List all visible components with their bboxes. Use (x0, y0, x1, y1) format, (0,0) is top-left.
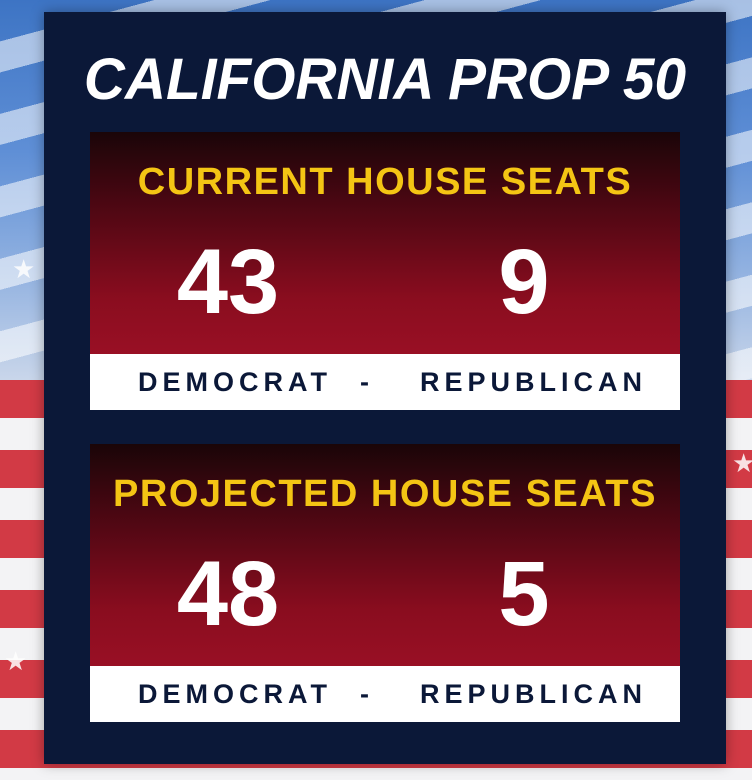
page-title: CALIFORNIA PROP 50 (83, 47, 687, 112)
current-republican-seats: 9 (498, 231, 550, 333)
projected-democrat-seats: 48 (176, 543, 280, 645)
projected-seats-card: PROJECTED HOUSE SEATS 48 5 DEMOCRAT - RE… (90, 444, 680, 722)
projected-seats-heading: PROJECTED HOUSE SEATS (113, 473, 657, 515)
current-seats-card: CURRENT HOUSE SEATS 43 9 DEMOCRAT - REPU… (90, 132, 680, 410)
party-separator: - (360, 679, 369, 709)
republican-label: REPUBLICAN (420, 679, 648, 709)
democrat-label: DEMOCRAT (138, 367, 332, 397)
infographic-panel: CALIFORNIA PROP 50 CURRENT HOUSE SEATS 4… (44, 12, 726, 764)
current-party-bar: DEMOCRAT - REPUBLICAN (90, 354, 680, 410)
party-separator: - (360, 367, 369, 397)
star-icon: ★ (12, 254, 36, 284)
current-seats-heading: CURRENT HOUSE SEATS (137, 161, 633, 203)
democrat-label: DEMOCRAT (138, 679, 332, 709)
star-icon: ★ (4, 646, 28, 676)
projected-party-bar: DEMOCRAT - REPUBLICAN (90, 666, 680, 722)
current-democrat-seats: 43 (176, 231, 280, 333)
projected-republican-seats: 5 (498, 543, 550, 645)
republican-label: REPUBLICAN (420, 367, 648, 397)
star-icon: ★ (732, 448, 752, 478)
